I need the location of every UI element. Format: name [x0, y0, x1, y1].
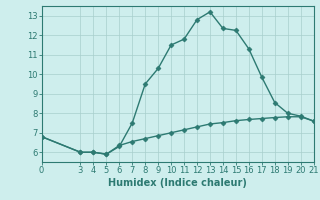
X-axis label: Humidex (Indice chaleur): Humidex (Indice chaleur): [108, 178, 247, 188]
